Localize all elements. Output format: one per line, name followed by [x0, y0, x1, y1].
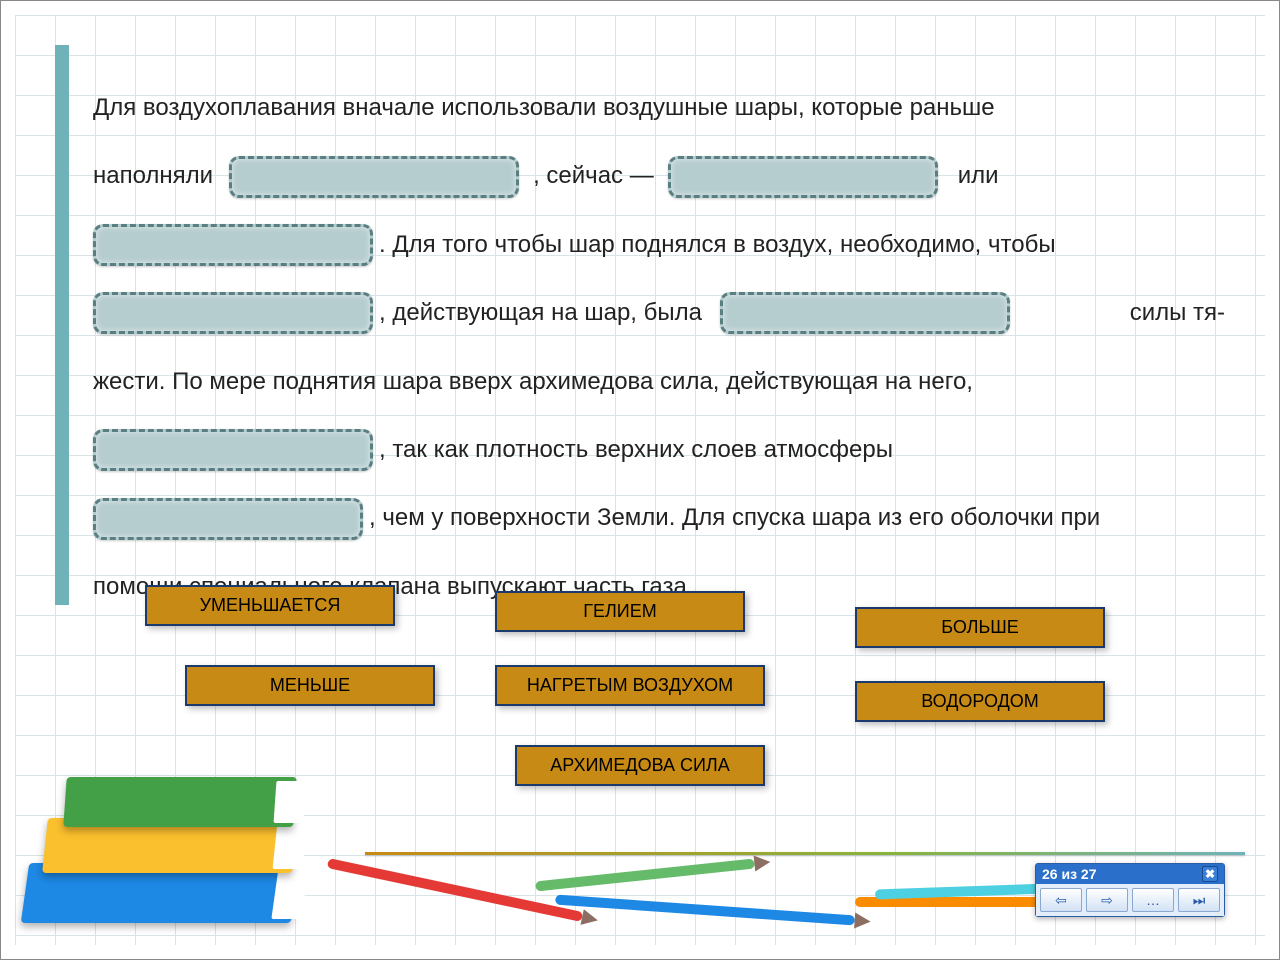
divider-line [365, 852, 1245, 855]
books-decoration [5, 695, 345, 935]
accent-bar [55, 45, 69, 605]
slide-nav: 26 из 27 ✖ ⇦ ⇨ … ⏭ [1035, 863, 1225, 917]
fill-in-text: Для воздухоплавания вначале использовали… [93, 77, 1225, 624]
line-5: жести. По мере поднятия шара вверх архим… [93, 351, 1225, 413]
blank-4[interactable] [93, 292, 373, 334]
answer-tile-a2[interactable]: ГЕЛИЕМ [495, 591, 745, 632]
line-1: Для воздухоплавания вначале использовали… [93, 77, 1225, 139]
blank-7[interactable] [93, 498, 363, 540]
blank-2[interactable] [668, 156, 938, 198]
answer-tile-a6[interactable]: ВОДОРОДОМ [855, 681, 1105, 722]
text: наполняли [93, 145, 213, 207]
text: , действующая на шар, была [379, 282, 702, 344]
text: . Для того чтобы шар поднялся в воздух, … [379, 214, 1056, 276]
text: жести. По мере поднятия шара вверх архим… [93, 351, 973, 413]
nav-counter: 26 из 27 [1042, 866, 1097, 882]
text: силы тя- [1130, 282, 1225, 344]
pencil [535, 859, 755, 892]
text: , сейчас — [533, 145, 654, 207]
nav-title-bar: 26 из 27 ✖ [1036, 864, 1224, 884]
line-4: , действующая на шар, была силы тя- [93, 282, 1225, 344]
nav-end-button[interactable]: ⏭ [1178, 888, 1220, 912]
slide: Для воздухоплавания вначале использовали… [15, 15, 1265, 945]
line-2: наполняли , сейчас — или [93, 145, 1225, 207]
blank-3[interactable] [93, 224, 373, 266]
blank-6[interactable] [93, 429, 373, 471]
line-3: . Для того чтобы шар поднялся в воздух, … [93, 214, 1225, 276]
book-green [63, 777, 296, 827]
pencil [555, 895, 855, 926]
answer-tile-a7[interactable]: АРХИМЕДОВА СИЛА [515, 745, 765, 786]
nav-prev-button[interactable]: ⇦ [1040, 888, 1082, 912]
text: , так как плотность верхних слоев атмосф… [379, 419, 893, 481]
text: или [958, 145, 999, 207]
nav-buttons: ⇦ ⇨ … ⏭ [1036, 884, 1224, 916]
line-6: , так как плотность верхних слоев атмосф… [93, 419, 1225, 481]
blank-5[interactable] [720, 292, 1010, 334]
line-7: , чем у поверхности Земли. Для спуска ша… [93, 487, 1225, 549]
answer-tile-a1[interactable]: УМЕНЬШАЕТСЯ [145, 585, 395, 626]
answer-tile-a5[interactable]: НАГРЕТЫМ ВОЗДУХОМ [495, 665, 765, 706]
answer-tile-a3[interactable]: БОЛЬШЕ [855, 607, 1105, 648]
nav-close-button[interactable]: ✖ [1202, 866, 1218, 882]
nav-next-button[interactable]: ⇨ [1086, 888, 1128, 912]
text: Для воздухоплавания вначале использовали… [93, 77, 995, 139]
nav-menu-button[interactable]: … [1132, 888, 1174, 912]
blank-1[interactable] [229, 156, 519, 198]
text: , чем у поверхности Земли. Для спуска ша… [369, 487, 1100, 549]
